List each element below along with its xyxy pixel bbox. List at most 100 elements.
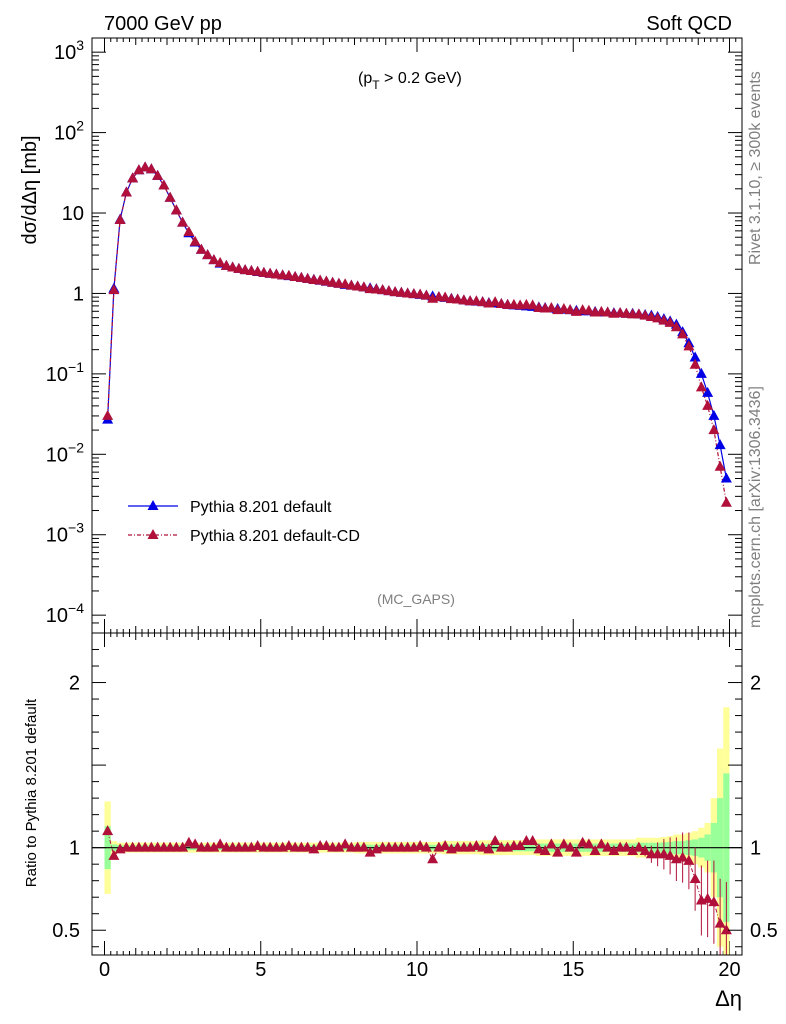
ratio-marker-cd bbox=[177, 841, 189, 852]
y-tick-label: 102 bbox=[54, 118, 84, 145]
y-axis-label: dσ/dΔη [mb] bbox=[19, 135, 41, 244]
ratio-marker-cd bbox=[620, 841, 632, 852]
ratio-marker-cd bbox=[608, 844, 620, 855]
marker-cd bbox=[708, 424, 720, 435]
marker-cd bbox=[195, 243, 207, 254]
ratio-frame bbox=[91, 632, 743, 956]
marker-default bbox=[720, 472, 732, 483]
marker-cd bbox=[208, 254, 220, 265]
ratio-marker-cd bbox=[595, 838, 607, 849]
ratio-marker-cd bbox=[283, 840, 295, 851]
ratio-marker-cd bbox=[720, 924, 732, 935]
marker-cd bbox=[114, 213, 126, 224]
marker-cd bbox=[545, 301, 557, 312]
x-tick-label: 15 bbox=[562, 959, 584, 981]
x-tick-label: 0 bbox=[99, 959, 110, 981]
legend-marker-default bbox=[147, 500, 159, 510]
analysis-watermark: (MC_GAPS) bbox=[377, 591, 455, 607]
marker-cd bbox=[358, 281, 370, 292]
marker-cd bbox=[214, 256, 226, 267]
ratio-marker-cd bbox=[514, 840, 526, 851]
marker-cd bbox=[689, 358, 701, 369]
marker-default bbox=[714, 439, 726, 450]
series-line-cd bbox=[107, 166, 727, 503]
ratio-y-tick-label-right: 2 bbox=[750, 673, 761, 695]
ratio-marker-cd bbox=[364, 846, 376, 857]
marker-cd bbox=[164, 191, 176, 202]
marker-cd bbox=[658, 314, 670, 325]
marker-cd bbox=[420, 289, 432, 300]
y-tick-label: 10−2 bbox=[46, 439, 84, 466]
marker-cd bbox=[302, 272, 314, 283]
marker-cd bbox=[227, 261, 239, 272]
y-tick-label: 10 bbox=[62, 203, 84, 225]
ratio-marker-cd bbox=[583, 838, 595, 849]
ratio-marker-cd bbox=[183, 836, 195, 847]
marker-cd bbox=[252, 265, 264, 276]
ratio-marker-cd bbox=[420, 841, 432, 852]
ratio-marker-cd bbox=[489, 835, 501, 846]
marker-cd bbox=[233, 262, 245, 273]
marker-cd bbox=[639, 309, 651, 320]
ratio-marker-cd bbox=[545, 838, 557, 849]
ratio-marker-cd bbox=[552, 846, 564, 857]
ratio-y-tick-label-right: 0.5 bbox=[750, 920, 778, 942]
marker-cd bbox=[602, 306, 614, 317]
x-tick-label: 20 bbox=[718, 959, 740, 981]
marker-cd bbox=[152, 169, 164, 180]
marker-cd bbox=[633, 308, 645, 319]
ratio-marker-cd bbox=[708, 896, 720, 907]
legend-label-default: Pythia 8.201 default bbox=[190, 499, 332, 516]
marker-default bbox=[689, 351, 701, 362]
marker-cd bbox=[645, 310, 657, 321]
marker-cd bbox=[683, 340, 695, 351]
marker-cd bbox=[702, 399, 714, 410]
ratio-marker-cd bbox=[102, 825, 114, 836]
marker-cd bbox=[220, 259, 232, 270]
header-right: Soft QCD bbox=[646, 13, 732, 35]
ratio-marker-cd bbox=[702, 892, 714, 903]
marker-cd bbox=[527, 299, 539, 310]
marker-cd bbox=[108, 284, 120, 295]
ratio-marker-cd bbox=[527, 835, 539, 846]
marker-cd bbox=[583, 304, 595, 315]
marker-cd bbox=[477, 296, 489, 307]
ratio-marker-cd bbox=[570, 846, 582, 857]
marker-cd bbox=[189, 235, 201, 246]
marker-cd bbox=[670, 321, 682, 332]
ratio-y-axis-label: Ratio to Pythia 8.201 default bbox=[23, 698, 40, 887]
cut-annotation: (pT > 0.2 GeV) bbox=[358, 70, 462, 92]
ratio-marker-cd bbox=[252, 840, 264, 851]
marker-cd bbox=[564, 304, 576, 315]
marker-cd bbox=[283, 269, 295, 280]
marker-cd bbox=[127, 172, 139, 183]
marker-cd bbox=[120, 186, 132, 197]
ratio-marker-cd bbox=[533, 843, 545, 854]
ratio-line-cd bbox=[107, 831, 727, 931]
marker-cd bbox=[339, 278, 351, 289]
ratio-marker-cd bbox=[539, 844, 551, 855]
marker-cd bbox=[139, 161, 151, 172]
marker-default bbox=[702, 386, 714, 397]
ratio-marker-cd bbox=[308, 843, 320, 854]
marker-cd bbox=[177, 216, 189, 227]
ratio-marker-cd bbox=[589, 844, 601, 855]
marker-cd bbox=[489, 296, 501, 307]
marker-cd bbox=[720, 496, 732, 507]
ratio-marker-cd bbox=[320, 840, 332, 851]
marker-cd bbox=[714, 460, 726, 471]
mcplots-label: mcplots.cern.ch [arXiv:1306.3436] bbox=[747, 386, 764, 628]
ratio-marker-cd bbox=[564, 841, 576, 852]
y-tick-label: 10−1 bbox=[46, 359, 84, 386]
ratio-marker-cd bbox=[302, 841, 314, 852]
x-axis-label: Δη bbox=[715, 986, 742, 1011]
ratio-marker-cd bbox=[358, 841, 370, 852]
rivet-version-label: Rivet 3.1.10, ≥ 300k events bbox=[747, 71, 764, 265]
marker-cd bbox=[183, 226, 195, 237]
marker-cd bbox=[133, 164, 145, 175]
ratio-y-tick-label: 2 bbox=[69, 673, 80, 695]
marker-default bbox=[708, 409, 720, 420]
series-line-default bbox=[107, 166, 727, 479]
ratio-marker-cd bbox=[658, 848, 670, 859]
